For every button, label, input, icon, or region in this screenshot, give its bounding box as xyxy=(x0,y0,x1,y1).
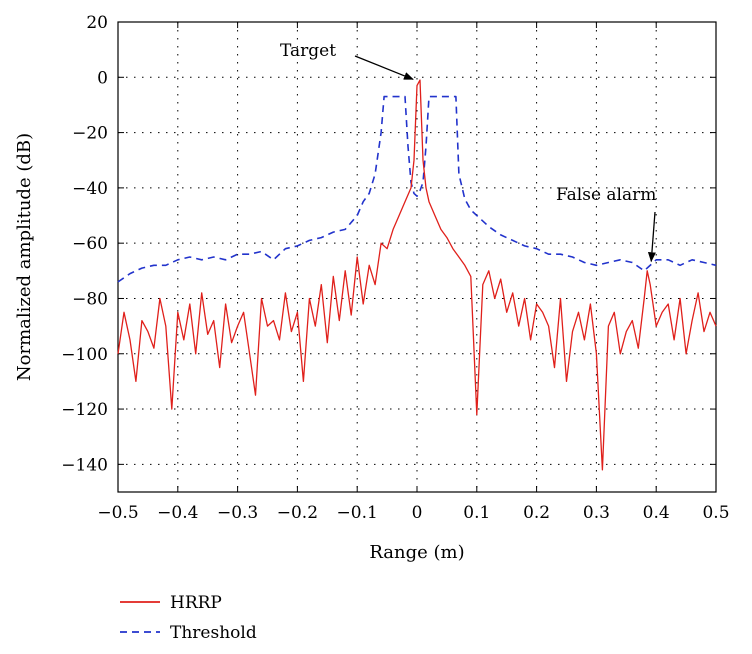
annotation-arrow-target xyxy=(354,55,414,80)
x-tick-label: 0.5 xyxy=(702,503,729,523)
y-axis-label: Normalized amplitude (dB) xyxy=(14,133,35,381)
y-tick-label: −60 xyxy=(72,234,108,254)
annotation-arrow-false-alarm xyxy=(647,211,656,263)
x-tick-label: 0.4 xyxy=(643,503,670,523)
x-tick-label: 0.1 xyxy=(463,503,490,523)
x-tick-label: −0.3 xyxy=(217,503,258,523)
x-tick-label: 0.2 xyxy=(523,503,550,523)
x-tick-label: −0.2 xyxy=(277,503,318,523)
y-tick-label: −100 xyxy=(61,345,108,365)
y-tick-label: −20 xyxy=(72,124,108,144)
legend-label-threshold: Threshold xyxy=(170,623,257,643)
x-tick-label: −0.1 xyxy=(337,503,378,523)
y-tick-label: −80 xyxy=(72,289,108,309)
x-tick-label: −0.5 xyxy=(97,503,138,523)
annotation-target: Target xyxy=(280,41,336,61)
series-line-threshold xyxy=(117,95,717,283)
annotation-false-alarm: False alarm xyxy=(556,185,656,205)
annotations: Target False alarm xyxy=(280,41,656,263)
y-tick-label: −140 xyxy=(61,455,108,475)
x-tick-label: −0.4 xyxy=(157,503,198,523)
y-tick-label: 0 xyxy=(97,68,108,88)
y-tick-label: −120 xyxy=(61,400,108,420)
axis-ticks: −0.5 −0.4 −0.3 −0.2 −0.1 0 0.1 0.2 0.3 0.4 0.5 20 0 −… xyxy=(61,13,729,523)
series-layer xyxy=(117,79,717,471)
x-tick-label: 0 xyxy=(412,503,423,523)
legend: HRRP Threshold xyxy=(120,593,257,643)
y-tick-label: 20 xyxy=(86,13,108,33)
legend-label-hrrp: HRRP xyxy=(170,593,222,613)
y-tick-label: −40 xyxy=(72,179,108,199)
x-tick-label: 0.3 xyxy=(583,503,610,523)
x-axis-label: Range (m) xyxy=(369,542,464,563)
series-line-hrrp xyxy=(117,79,717,471)
